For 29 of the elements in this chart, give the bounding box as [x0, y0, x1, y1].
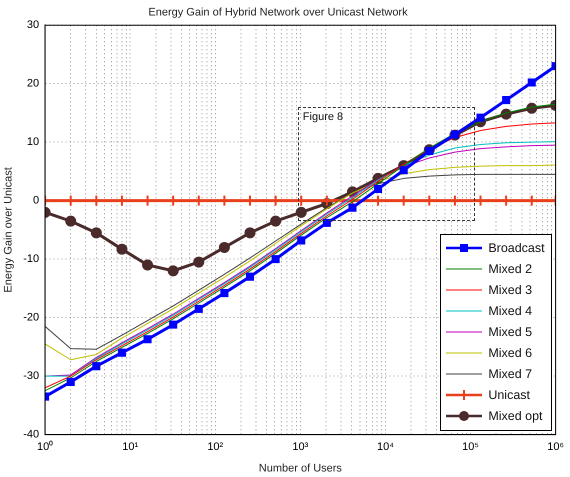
x-tick-label: 10⁶ — [547, 441, 564, 454]
y-axis-title: Energy Gain over Unicast — [2, 167, 15, 293]
legend-label: Mixed 3 — [488, 283, 532, 298]
chart-title: Energy Gain of Hybrid Network over Unicast Network — [148, 6, 408, 19]
y-tick-label: 20 — [26, 78, 40, 90]
dashed-frame: Figure 8 — [298, 107, 475, 221]
x-tick-label: 10² — [207, 441, 224, 454]
x-tick-label: 10¹ — [122, 441, 138, 454]
y-tick-label: -30 — [23, 370, 40, 382]
x-tick-label: 10³ — [292, 441, 309, 454]
legend-label: Mixed 7 — [488, 367, 532, 382]
y-tick-label: 10 — [26, 136, 40, 148]
legend-label: Mixed 6 — [488, 346, 532, 360]
y-tick-label: -10 — [23, 253, 40, 266]
x-tick-label: 10⁴ — [376, 441, 394, 454]
x-tick-label: 10⁵ — [462, 441, 479, 454]
y-tick-label: 30 — [26, 19, 40, 32]
legend-label: Mixed 4 — [488, 304, 532, 318]
legend-label: Mixed 5 — [488, 325, 532, 340]
legend-label: Broadcast — [488, 241, 545, 256]
y-tick-label: 0 — [32, 194, 40, 207]
legend-label: Mixed 2 — [488, 262, 532, 276]
x-tick-label: 10⁰ — [36, 440, 54, 454]
x-axis-title: Number of Users — [258, 462, 342, 474]
legend-label: Unicast — [488, 388, 530, 402]
legend-label: Mixed opt — [488, 409, 543, 424]
y-tick-label: -20 — [23, 312, 40, 324]
annotation: Figure 8 — [302, 111, 344, 124]
y-tick-label: -40 — [23, 428, 40, 441]
